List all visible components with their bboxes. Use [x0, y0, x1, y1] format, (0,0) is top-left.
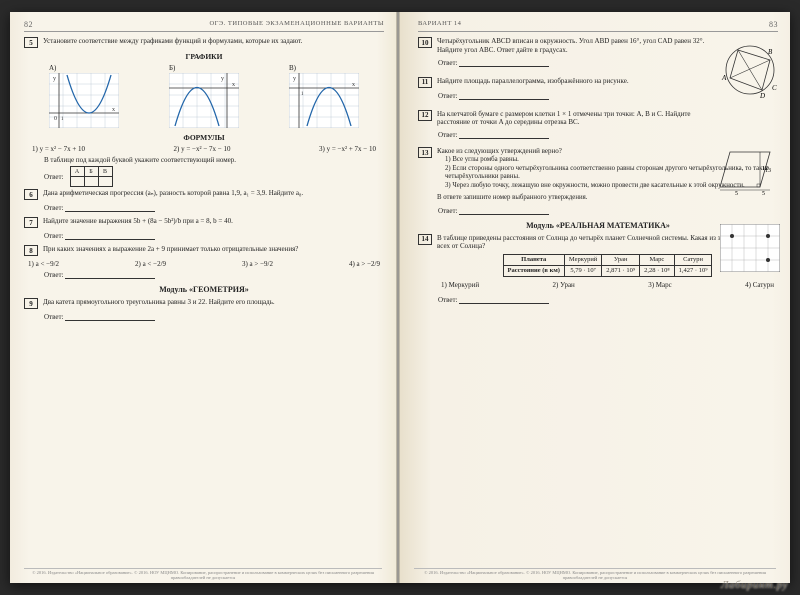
formula-3: 3) y = −x² + 7x − 10 — [319, 145, 376, 153]
task-9: 9 Два катета прямоугольного треугольника… — [24, 298, 384, 309]
page-number-left: 82 — [24, 20, 33, 29]
footer-left: © 2016. Издательство «Национальное образ… — [24, 568, 382, 580]
planet-table: Планета Меркурий Уран Марс Сатурн Рассто… — [503, 254, 713, 277]
svg-text:C: C — [772, 84, 777, 92]
task-number: 9 — [24, 298, 38, 309]
graph-b: Б) xy — [169, 64, 239, 130]
inscribed-quad-icon: B C D A — [720, 40, 780, 100]
task-number: 6 — [24, 189, 38, 200]
graphs-title: ГРАФИКИ — [24, 52, 384, 61]
module-geometry: Модуль «ГЕОМЕТРИЯ» — [24, 285, 384, 294]
header-left: 82 ОГЭ. ТИПОВЫЕ ЭКЗАМЕНАЦИОННЫЕ ВАРИАНТЫ — [24, 20, 384, 32]
formulas-row: 1) y = x² − 7x + 10 2) y = −x² − 7x − 10… — [32, 145, 376, 153]
answer-9: Ответ: — [44, 313, 384, 321]
task-text: Четырёхугольник ABCD вписан в окружность… — [437, 37, 708, 55]
parallelogram-icon: 13 12 5 5 — [715, 147, 780, 202]
task-number: 12 — [418, 110, 432, 121]
page-right: ВАРИАНТ 14 83 10 Четырёхугольник ABCD вп… — [400, 12, 790, 583]
book-spread: 82 ОГЭ. ТИПОВЫЕ ЭКЗАМЕНАЦИОННЫЕ ВАРИАНТЫ… — [10, 12, 790, 583]
running-head-left: ОГЭ. ТИПОВЫЕ ЭКЗАМЕНАЦИОННЫЕ ВАРИАНТЫ — [209, 20, 384, 29]
task-5: 5 Установите соответствие между графикам… — [24, 37, 384, 48]
task-text: На клетчатой бумаге с размером клетки 1 … — [437, 110, 708, 128]
watermark: Лабиринт.ру — [721, 579, 788, 591]
formula-1: 1) y = x² − 7x + 10 — [32, 145, 85, 153]
task-number: 10 — [418, 37, 432, 48]
task-number: 13 — [418, 147, 432, 158]
parabola-down-left-icon: xy — [169, 73, 239, 128]
task-text: Найдите значение выражения 5b + (8a − 5b… — [43, 217, 384, 226]
parabola-up-icon: xy 01 — [49, 73, 119, 128]
answer-14: Ответ: — [438, 296, 778, 304]
task-8-options: 1) a < −9/2 2) a < −2/9 3) a > −9/2 4) a… — [28, 260, 380, 268]
svg-text:0: 0 — [54, 116, 57, 122]
header-right: ВАРИАНТ 14 83 — [418, 20, 778, 32]
task-number: 14 — [418, 234, 432, 245]
task-text: При каких значениях a выражение 2a + 9 п… — [43, 245, 384, 254]
task-number: 11 — [418, 77, 432, 88]
answer-7: Ответ: — [44, 232, 384, 240]
task-number: 5 — [24, 37, 38, 48]
svg-text:y: y — [53, 76, 56, 82]
svg-text:12: 12 — [762, 166, 768, 172]
svg-text:x: x — [112, 107, 115, 113]
svg-text:y: y — [293, 76, 296, 82]
page-left: 82 ОГЭ. ТИПОВЫЕ ЭКЗАМЕНАЦИОННЫЕ ВАРИАНТЫ… — [10, 12, 396, 583]
graph-a: А) xy 01 — [49, 64, 119, 130]
task-number: 7 — [24, 217, 38, 228]
answer-table: АБВ — [70, 166, 113, 187]
svg-text:5: 5 — [735, 191, 738, 197]
graphs-row: А) xy 01 Б) — [24, 64, 384, 130]
svg-text:x: x — [232, 82, 235, 88]
table-instruction: В таблице под каждой буквой укажите соот… — [44, 156, 384, 164]
running-head-right: ВАРИАНТ 14 — [418, 20, 461, 29]
task-7: 7 Найдите значение выражения 5b + (8a − … — [24, 217, 384, 228]
graph-c: В) xy 1 — [289, 64, 359, 130]
task-text: Дана арифметическая прогрессия (aₙ), раз… — [43, 189, 384, 198]
answer-13: Ответ: — [438, 207, 778, 215]
task-8: 8 При каких значениях a выражение 2a + 9… — [24, 245, 384, 256]
task-text: Найдите площадь параллелограмма, изображ… — [437, 77, 708, 86]
answer-6: Ответ: — [44, 204, 384, 212]
svg-text:B: B — [768, 48, 773, 56]
task-text: Установите соответствие между графиками … — [43, 37, 384, 46]
formulas-title: ФОРМУЛЫ — [24, 133, 384, 142]
svg-text:A: A — [721, 74, 727, 82]
task-number: 8 — [24, 245, 38, 256]
parabola-down-right-icon: xy 1 — [289, 73, 359, 128]
answer-12: Ответ: — [438, 131, 778, 139]
svg-text:y: y — [221, 76, 224, 82]
grid-points-icon — [720, 224, 780, 272]
page-number-right: 83 — [769, 20, 778, 29]
formula-2: 2) y = −x² − 7x − 10 — [174, 145, 231, 153]
task-12: 12 На клетчатой бумаге с размером клетки… — [418, 110, 778, 128]
answer-label: Ответ: — [44, 173, 64, 181]
answer-8: Ответ: — [44, 271, 384, 279]
svg-text:D: D — [759, 92, 765, 100]
svg-text:5: 5 — [762, 191, 765, 197]
task-6: 6 Дана арифметическая прогрессия (aₙ), р… — [24, 189, 384, 200]
task-text: Два катета прямоугольного треугольника р… — [43, 298, 384, 307]
svg-text:x: x — [352, 82, 355, 88]
task-14-options: 1) Меркурий 2) Уран 3) Марс 4) Сатурн — [441, 281, 774, 290]
